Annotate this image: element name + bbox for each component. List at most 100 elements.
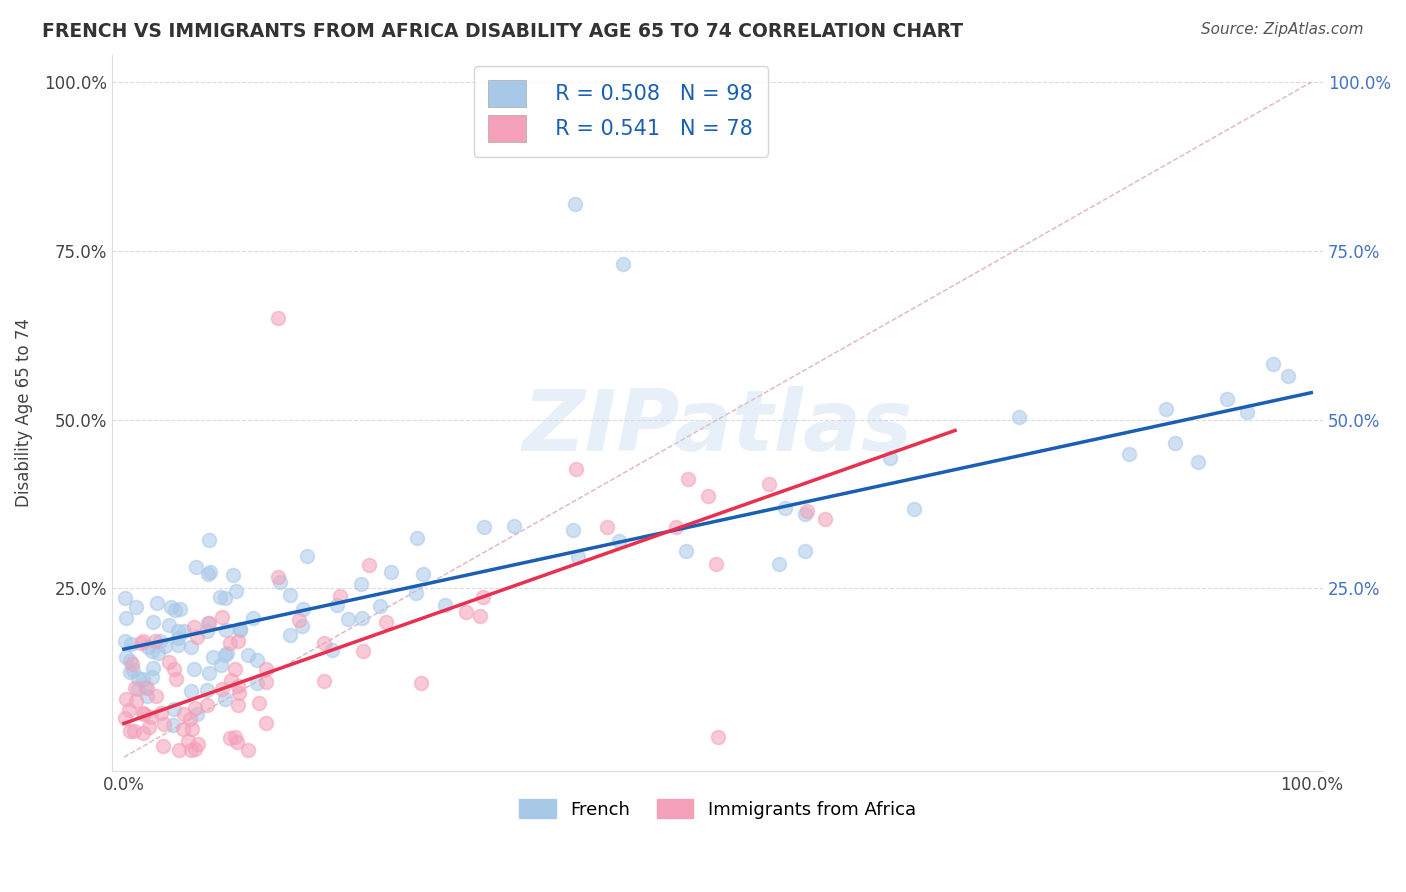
Point bbox=[254, 674, 277, 689]
Point bbox=[122, 724, 145, 739]
Point bbox=[353, 644, 375, 658]
Text: ZIPatlas: ZIPatlas bbox=[523, 385, 912, 468]
Text: Source: ZipAtlas.com: Source: ZipAtlas.com bbox=[1201, 22, 1364, 37]
Point bbox=[214, 691, 236, 706]
Point bbox=[219, 673, 242, 688]
Point bbox=[146, 596, 169, 610]
Point bbox=[321, 643, 343, 657]
Point bbox=[209, 590, 232, 604]
Point bbox=[115, 650, 138, 665]
Point bbox=[267, 570, 290, 584]
Point bbox=[295, 549, 318, 563]
Point bbox=[165, 602, 187, 616]
Point bbox=[179, 712, 201, 726]
Point bbox=[288, 614, 311, 628]
Point bbox=[665, 520, 688, 534]
Point bbox=[350, 611, 373, 625]
Point bbox=[813, 512, 835, 526]
Point bbox=[236, 743, 259, 757]
Point bbox=[187, 737, 209, 751]
Point bbox=[468, 609, 491, 624]
Point bbox=[186, 559, 208, 574]
Point bbox=[768, 557, 790, 571]
Point bbox=[456, 605, 478, 619]
Point bbox=[167, 638, 190, 652]
Point bbox=[209, 657, 232, 672]
Point bbox=[1277, 368, 1299, 383]
Point bbox=[773, 500, 796, 515]
Point bbox=[180, 743, 202, 757]
Point bbox=[125, 600, 148, 615]
Point bbox=[406, 531, 429, 545]
Point bbox=[329, 589, 352, 603]
Point bbox=[149, 706, 172, 720]
Point bbox=[153, 717, 176, 731]
Point bbox=[136, 640, 159, 654]
Point bbox=[181, 723, 204, 737]
Point bbox=[242, 611, 264, 625]
Point bbox=[794, 507, 817, 521]
Point bbox=[434, 598, 457, 612]
Point bbox=[474, 520, 496, 534]
Point bbox=[198, 665, 221, 680]
Point bbox=[269, 574, 291, 589]
Point bbox=[246, 653, 269, 667]
Point bbox=[1154, 401, 1177, 416]
Point bbox=[267, 311, 290, 326]
Point bbox=[115, 691, 138, 706]
Point bbox=[125, 694, 148, 708]
Point bbox=[380, 565, 402, 579]
Point bbox=[186, 630, 208, 644]
Point bbox=[215, 624, 238, 638]
Point bbox=[254, 716, 277, 731]
Point bbox=[211, 682, 233, 697]
Point bbox=[195, 624, 218, 638]
Point bbox=[180, 683, 202, 698]
Point bbox=[163, 662, 186, 676]
Point bbox=[177, 734, 200, 748]
Point bbox=[219, 731, 242, 746]
Point bbox=[167, 632, 190, 646]
Point bbox=[115, 611, 138, 625]
Point bbox=[143, 634, 166, 648]
Point bbox=[794, 544, 817, 558]
Point bbox=[219, 635, 242, 649]
Point bbox=[228, 686, 250, 700]
Point bbox=[224, 662, 246, 676]
Point bbox=[314, 635, 336, 649]
Point bbox=[211, 609, 233, 624]
Point bbox=[1236, 405, 1258, 419]
Point bbox=[131, 634, 153, 648]
Point bbox=[567, 550, 589, 565]
Point bbox=[162, 717, 184, 731]
Point bbox=[229, 622, 252, 636]
Point bbox=[173, 707, 195, 722]
Point bbox=[1215, 392, 1237, 406]
Point bbox=[1164, 435, 1187, 450]
Point bbox=[903, 502, 925, 516]
Point bbox=[1008, 409, 1031, 424]
Point bbox=[357, 558, 380, 573]
Text: FRENCH VS IMMIGRANTS FROM AFRICA DISABILITY AGE 65 TO 74 CORRELATION CHART: FRENCH VS IMMIGRANTS FROM AFRICA DISABIL… bbox=[42, 22, 963, 41]
Point bbox=[704, 558, 727, 572]
Point bbox=[183, 662, 205, 676]
Point bbox=[145, 690, 167, 704]
Point bbox=[127, 671, 149, 685]
Point bbox=[195, 698, 218, 712]
Point bbox=[198, 566, 221, 580]
Point bbox=[136, 681, 159, 695]
Point bbox=[127, 681, 149, 696]
Point bbox=[368, 599, 391, 613]
Point bbox=[165, 672, 187, 686]
Point bbox=[183, 619, 205, 633]
Point bbox=[412, 567, 434, 582]
Point bbox=[138, 720, 160, 734]
Point bbox=[706, 730, 728, 744]
Point bbox=[562, 523, 585, 537]
Point bbox=[225, 583, 247, 598]
Point bbox=[139, 710, 162, 724]
Point bbox=[236, 648, 259, 662]
Point bbox=[280, 588, 302, 602]
Point bbox=[596, 520, 619, 534]
Point bbox=[1118, 447, 1140, 461]
